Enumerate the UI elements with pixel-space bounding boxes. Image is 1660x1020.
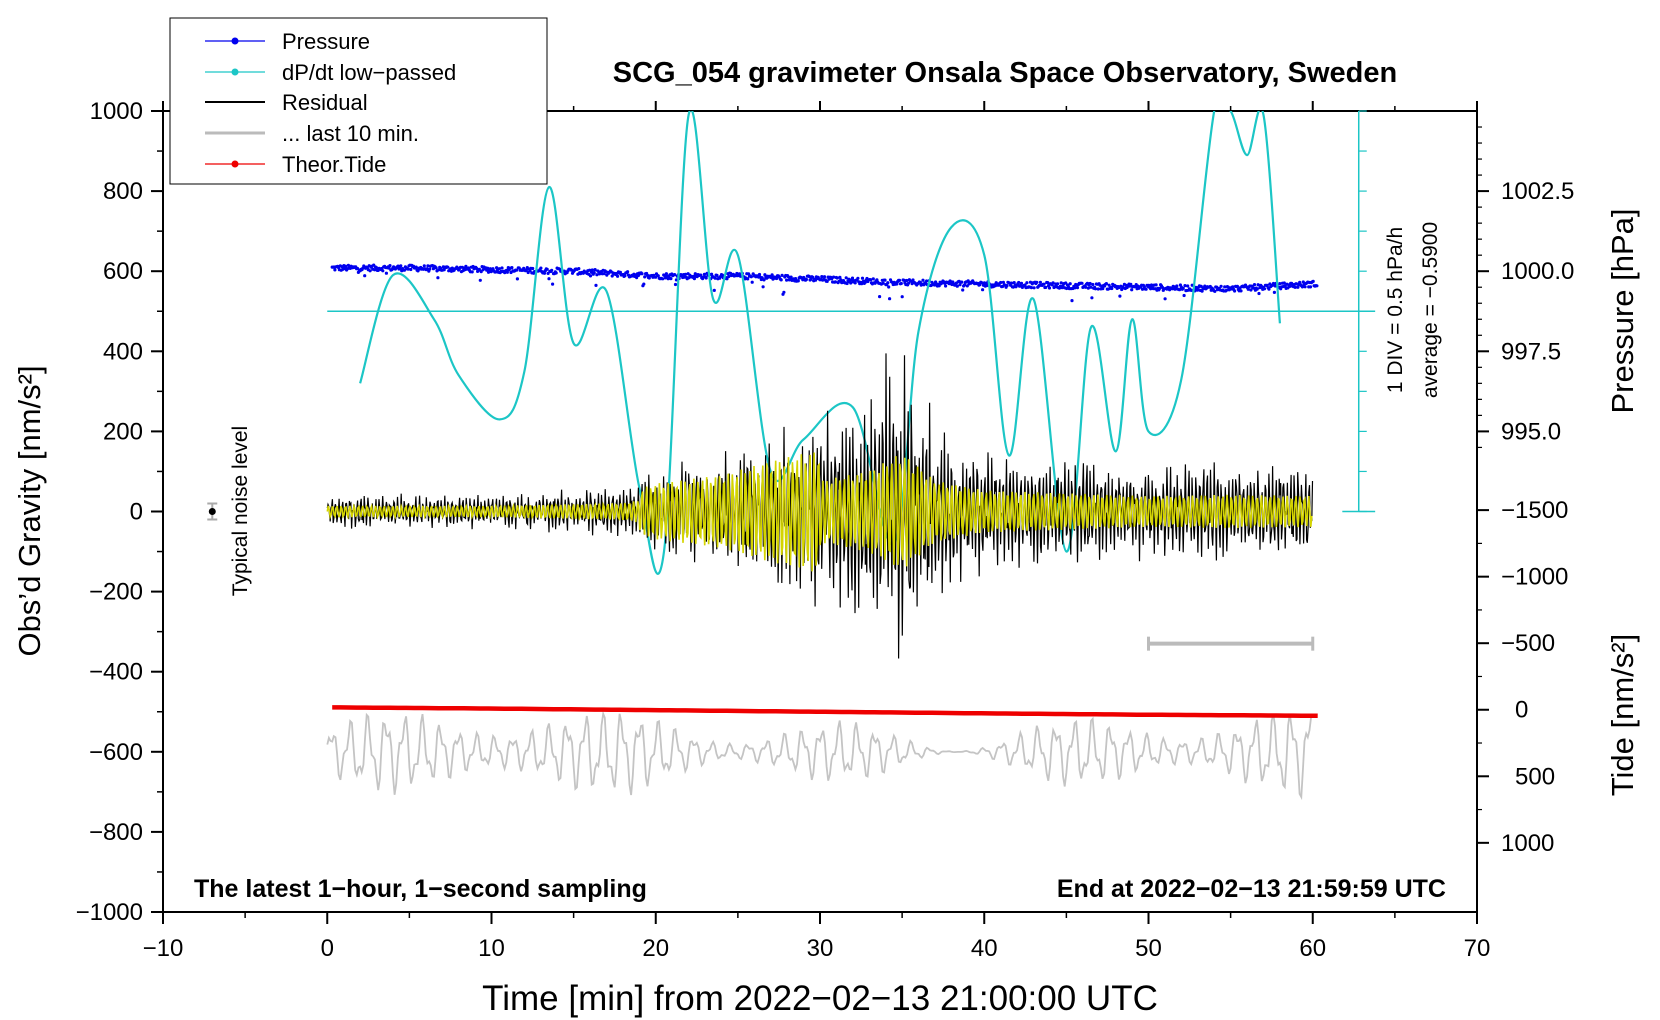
legend-marker-tide bbox=[231, 160, 239, 168]
x-tick-label: 50 bbox=[1135, 935, 1162, 962]
y-tick-label: 600 bbox=[103, 258, 143, 285]
tide-tick-label: −500 bbox=[1501, 630, 1555, 657]
last-10-min-series bbox=[326, 710, 1312, 801]
pressure-tick-label: 997.5 bbox=[1501, 338, 1561, 365]
noise-level-label: Typical noise level bbox=[229, 426, 252, 596]
end-time-note: End at 2022−02−13 21:59:59 UTC bbox=[1057, 875, 1446, 903]
dpdt-average-label: average = −0.5900 bbox=[1419, 222, 1442, 398]
x-tick-label: 10 bbox=[478, 935, 505, 962]
sampling-note: The latest 1−hour, 1−second sampling bbox=[194, 875, 647, 903]
dpdt-scale-axis bbox=[327, 110, 1376, 513]
legend-marker-pressure bbox=[231, 37, 239, 45]
y-axis-label-tide: Tide [nm/s²] bbox=[1605, 634, 1640, 797]
y-axis-pressure: 1002.5 1000.0 997.5 995.0 bbox=[1477, 126, 1574, 449]
x-tick-label: 60 bbox=[1299, 935, 1326, 962]
x-axis-label: Time [min] from 2022−02−13 21:00:00 UTC bbox=[482, 979, 1158, 1018]
last-10-min-trace bbox=[326, 710, 1312, 801]
y-tick-label: 0 bbox=[130, 499, 143, 526]
y-tick-label: 200 bbox=[103, 418, 143, 445]
x-tick-label: 70 bbox=[1464, 935, 1491, 962]
y-axis-tide: 1000 500 0 −500 −1000 −1500 bbox=[1477, 497, 1568, 857]
pressure-series bbox=[330, 263, 1319, 303]
tide-tick-label: −1500 bbox=[1501, 497, 1568, 524]
residual-smoothed-trace bbox=[326, 452, 1313, 572]
pressure-tick-label: 1000.0 bbox=[1501, 258, 1574, 285]
legend-label-residual: Residual bbox=[282, 90, 368, 115]
legend-marker-dpdt bbox=[231, 68, 239, 76]
legend: Pressure dP/dt low−passed Residual ... l… bbox=[169, 17, 548, 185]
tide-series bbox=[332, 705, 1318, 719]
x-tick-label: 40 bbox=[971, 935, 998, 962]
noise-level-point bbox=[208, 508, 216, 515]
y-tick-label: −400 bbox=[89, 659, 143, 686]
annotations-marks bbox=[207, 502, 1315, 651]
tide-tick-label: 0 bbox=[1515, 697, 1528, 724]
tide-tick-label: −1000 bbox=[1501, 564, 1568, 591]
legend-label-last-10-min: ... last 10 min. bbox=[282, 121, 419, 146]
legend-label-dpdt: dP/dt low−passed bbox=[282, 60, 456, 85]
tide-curve bbox=[332, 705, 1318, 719]
residual-series bbox=[326, 353, 1314, 659]
pressure-points bbox=[330, 263, 1319, 303]
legend-label-tide: Theor.Tide bbox=[282, 152, 386, 177]
x-tick-label: −10 bbox=[143, 935, 184, 962]
x-axis: −10 0 10 20 30 40 50 60 70 bbox=[143, 101, 1491, 962]
y-tick-label: 400 bbox=[103, 338, 143, 365]
y-axis-left: 1000 800 600 400 200 0 −200 −400 −600 −800 −1000 bbox=[76, 98, 163, 926]
y-tick-label: −1000 bbox=[76, 899, 143, 926]
x-tick-label: 30 bbox=[807, 935, 834, 962]
y-tick-label: −200 bbox=[89, 579, 143, 606]
chart-title: SCG_054 gravimeter Onsala Space Observat… bbox=[613, 57, 1397, 89]
y-axis-label-left: Obs’d Gravity [nm/s²] bbox=[12, 365, 47, 656]
pressure-tick-label: 995.0 bbox=[1501, 418, 1561, 445]
y-tick-label: −600 bbox=[89, 739, 143, 766]
x-tick-label: 20 bbox=[642, 935, 669, 962]
y-tick-label: −800 bbox=[89, 819, 143, 846]
y-tick-label: 1000 bbox=[90, 98, 143, 125]
y-axis-label-pressure: Pressure [hPa] bbox=[1605, 208, 1640, 413]
pressure-tick-label: 1002.5 bbox=[1501, 178, 1574, 205]
tide-tick-label: 1000 bbox=[1501, 830, 1554, 857]
x-tick-label: 0 bbox=[321, 935, 334, 962]
tide-tick-label: 500 bbox=[1515, 763, 1555, 790]
dpdt-div-label: 1 DIV = 0.5 hPa/h bbox=[1384, 227, 1407, 393]
y-tick-label: 800 bbox=[103, 178, 143, 205]
legend-label-pressure: Pressure bbox=[282, 29, 370, 54]
